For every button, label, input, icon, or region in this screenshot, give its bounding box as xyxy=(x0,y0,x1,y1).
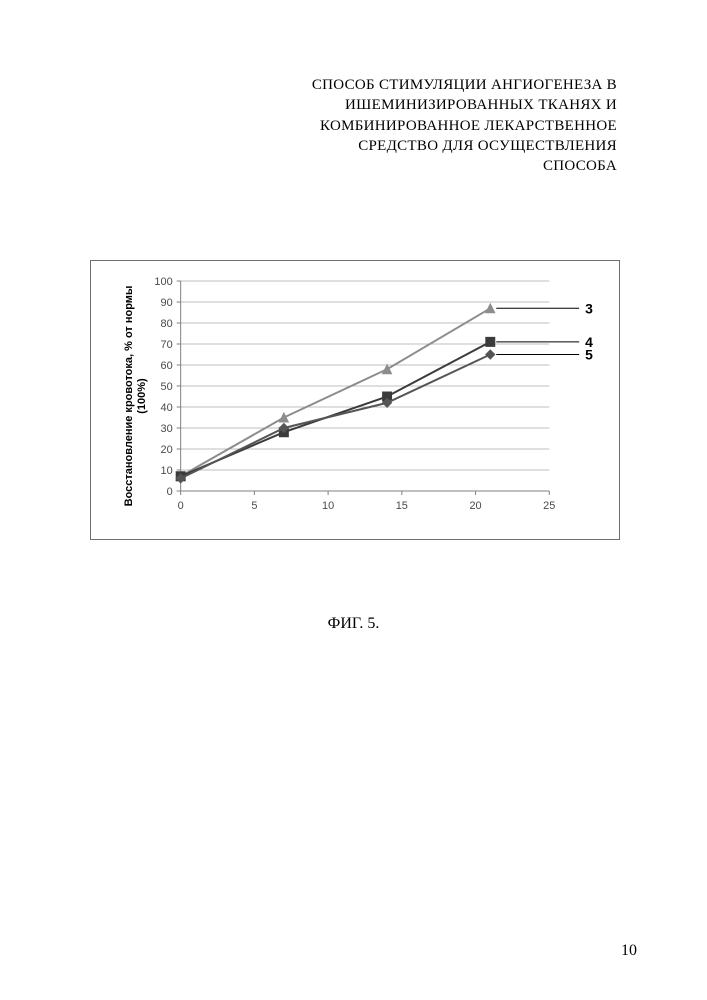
title-line: СРЕДСТВО ДЛЯ ОСУЩЕСТВЛЕНИЯ xyxy=(237,136,617,156)
svg-text:60: 60 xyxy=(161,360,173,372)
title-line: СПОСОБ СТИМУЛЯЦИИ АНГИОГЕНЕЗА В xyxy=(237,75,617,95)
svg-text:20: 20 xyxy=(469,500,481,512)
line-chart: 01020304050607080901000510152025345 xyxy=(91,271,619,531)
svg-text:10: 10 xyxy=(322,500,334,512)
svg-text:25: 25 xyxy=(543,500,555,512)
svg-text:10: 10 xyxy=(161,465,173,477)
svg-text:70: 70 xyxy=(161,339,173,351)
svg-text:0: 0 xyxy=(167,486,173,498)
svg-text:40: 40 xyxy=(161,402,173,414)
title-line: КОМБИНИРОВАННОЕ ЛЕКАРСТВЕННОЕ xyxy=(237,116,617,136)
svg-text:90: 90 xyxy=(161,297,173,309)
page-title: СПОСОБ СТИМУЛЯЦИИ АНГИОГЕНЕЗА В ИШЕМИНИЗ… xyxy=(237,75,617,176)
title-line: ИШЕМИНИЗИРОВАННЫХ ТКАНЯХ И xyxy=(237,95,617,115)
svg-text:50: 50 xyxy=(161,381,173,393)
figure-caption: ФИГ. 5. xyxy=(0,615,707,633)
page-number: 10 xyxy=(621,942,637,960)
svg-text:0: 0 xyxy=(178,500,184,512)
title-line: СПОСОБА xyxy=(237,156,617,176)
document-page: СПОСОБ СТИМУЛЯЦИИ АНГИОГЕНЕЗА В ИШЕМИНИЗ… xyxy=(0,0,707,1000)
svg-text:80: 80 xyxy=(161,318,173,330)
svg-text:3: 3 xyxy=(585,300,593,316)
svg-text:15: 15 xyxy=(396,500,408,512)
svg-text:30: 30 xyxy=(161,423,173,435)
svg-text:5: 5 xyxy=(251,500,257,512)
chart-container: Восстановление кровотока, % от нормы (10… xyxy=(90,260,620,540)
svg-text:5: 5 xyxy=(585,346,593,362)
svg-text:100: 100 xyxy=(154,276,172,288)
svg-text:20: 20 xyxy=(161,444,173,456)
